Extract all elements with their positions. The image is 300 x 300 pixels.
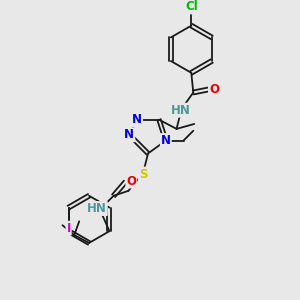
Text: Cl: Cl xyxy=(185,0,198,14)
Text: N: N xyxy=(124,128,134,141)
Text: HN: HN xyxy=(170,104,190,117)
Text: O: O xyxy=(126,175,136,188)
Text: S: S xyxy=(139,168,147,181)
Text: N: N xyxy=(161,134,171,147)
Text: N: N xyxy=(132,113,142,126)
Text: HN: HN xyxy=(87,202,107,215)
Text: O: O xyxy=(209,83,219,96)
Text: I: I xyxy=(66,222,71,235)
